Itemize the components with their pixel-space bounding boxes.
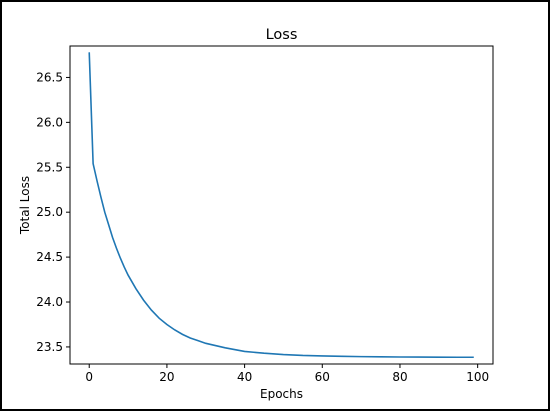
chart-title: Loss [266, 27, 298, 43]
y-tick-label: 25.5 [36, 160, 63, 174]
y-tick-label: 25.0 [36, 205, 63, 219]
y-tick-label: 23.5 [36, 340, 63, 354]
y-tick-label: 26.0 [36, 115, 63, 129]
y-tick-label: 24.0 [36, 295, 63, 309]
x-axis-label: Epochs [260, 387, 303, 401]
x-tick-label: 40 [237, 370, 252, 384]
loss-series-line [88, 52, 474, 359]
y-tick-label: 26.5 [36, 70, 63, 84]
plot-area [69, 45, 494, 365]
x-tick-label: 60 [315, 370, 330, 384]
x-axis: 0 20 40 60 80 100 [85, 364, 489, 384]
y-tick-label: 24.5 [36, 250, 63, 264]
y-axis: 23.5 24.0 24.5 25.0 25.5 26.0 26.5 [36, 70, 70, 354]
x-tick-label: 0 [85, 370, 93, 384]
x-tick-label: 20 [159, 370, 174, 384]
x-tick-label: 100 [466, 370, 489, 384]
y-axis-label: Total Loss [18, 176, 32, 235]
x-tick-label: 80 [392, 370, 407, 384]
